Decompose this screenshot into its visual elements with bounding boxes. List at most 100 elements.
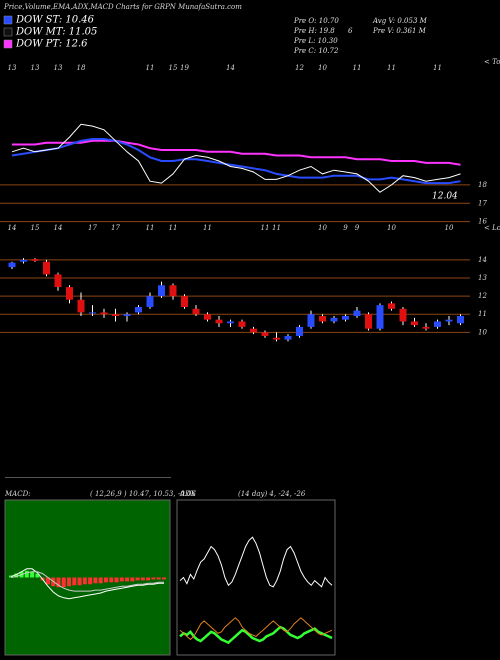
y-tick-label: 13 [478,274,487,282]
candle-body [31,259,39,261]
info-pre-volume: Pre V: 0.361 M [372,27,427,35]
date-label: 10 [318,64,327,72]
adx-line [179,536,333,588]
candle-body [273,337,280,340]
macd-bar [109,577,114,583]
candle-body [169,285,177,297]
date-label: 15 [31,224,40,232]
date-label: 9 [343,224,348,232]
date-label: 10 [387,224,396,232]
candle-body [307,314,315,327]
macd-bar [30,571,35,578]
info-avg-volume: Avg V: 0.053 M [372,17,428,25]
date-label: 14 [54,224,63,232]
candle-body [411,321,418,326]
candle-body [227,321,234,324]
date-label: 13 [31,64,40,72]
candle-body [8,262,16,268]
panel-title: ADX [179,490,197,498]
series-line [11,138,461,185]
date-label: 12 [295,64,304,72]
macd-bar [35,573,40,578]
date-label: 9 [355,224,360,232]
date-label: 11 [261,224,270,232]
date-label: 10 [445,224,454,232]
date-label: 18 [77,64,86,72]
date-label: 13 [54,64,63,72]
legend-label: DOW PT: 12.6 [15,39,88,50]
candle-body [445,319,453,322]
date-label: 15 [169,64,178,72]
date-label: 10 [318,224,327,232]
chart-title: Price,Volume,EMA,ADX,MACD Charts for GRP… [3,3,242,11]
date-label: 11 [272,224,281,232]
macd-bar [151,577,156,580]
candle-body [250,328,257,333]
candle-body [66,287,73,300]
candle-body [342,316,349,320]
date-label: 14 [8,224,17,232]
candle-body [43,261,50,275]
candle-body [388,303,395,309]
legend-label: DOW ST: 10.46 [15,15,95,26]
y-tick-label: 12 [478,292,487,300]
macd-bar [9,575,13,578]
y-tick-label: 17 [478,199,487,207]
candle-body [434,321,441,327]
candle-body [296,326,303,336]
corner-label: < Lower [484,224,500,232]
annotation: 12.04 [432,192,458,202]
info-pre-high: Pre H: 19.8 [293,27,335,35]
y-tick-label: 10 [478,328,487,336]
macd-bar [56,577,61,588]
candle-body [54,274,62,288]
candle-body [112,314,119,317]
y-tick-label: 18 [478,181,487,189]
series-line [12,139,461,166]
candle-body [457,316,464,324]
macd-bar [98,577,103,584]
candle-body [238,321,246,327]
series-line [11,123,461,193]
date-label: 13 [8,64,17,72]
macd-bar [82,577,87,585]
adx-line [179,617,333,641]
date-label: 11 [353,64,362,72]
candle-body [135,306,142,313]
candle-body [376,305,384,329]
separator [5,477,171,478]
legend-swatch [3,15,13,25]
date-label: 11 [169,224,178,232]
candle-body [319,316,326,322]
candle-body [399,308,407,322]
candle-body [330,317,338,322]
candle-body [215,319,223,324]
panel-subtitle: ( 12,26,9 ) 10.47, 10.53, -0.06 [90,490,196,498]
macd-bar [140,577,145,581]
date-label: 11 [146,224,155,232]
macd-panel [4,499,171,656]
info-pre-open: Pre O: 10.70 [293,17,339,25]
macd-bar [24,570,29,578]
macd-bar [162,577,166,580]
candle-body [158,285,165,297]
candle-body [89,312,96,314]
macd-bar [93,577,98,584]
adx-line [179,625,333,645]
candle-body [204,314,211,320]
panel-subtitle: (14 day) 4, -24, -26 [238,490,306,498]
macd-bar [156,577,161,580]
candle-body [284,335,292,340]
info-count: 6 [348,27,353,35]
date-label: 11 [387,64,396,72]
macd-line [10,571,164,592]
macd-bar [146,577,151,581]
legend-label: DOW MT: 11.05 [15,27,97,38]
candle-body [192,308,200,315]
macd-bar [88,577,93,585]
info-pre-low: Pre L: 10.30 [293,37,338,45]
macd-bar [114,577,119,583]
corner-label: < Tops [484,58,500,66]
